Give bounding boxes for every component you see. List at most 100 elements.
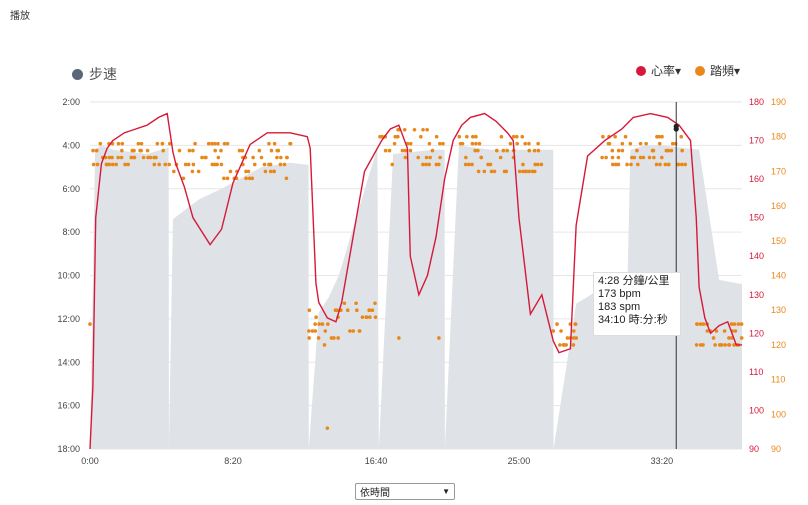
cadence-point bbox=[267, 141, 271, 146]
cadence-point bbox=[326, 322, 330, 326]
cadence-point bbox=[555, 322, 559, 326]
cadence-point bbox=[683, 162, 688, 167]
cadence-point bbox=[616, 155, 621, 160]
pace-tick-label: 12:00 bbox=[57, 314, 80, 324]
cadence-point bbox=[514, 134, 519, 139]
cadence-point bbox=[561, 343, 566, 347]
cadence-point bbox=[467, 162, 471, 167]
cadence-point bbox=[474, 134, 478, 139]
cadence-point bbox=[355, 308, 359, 313]
cadence-point bbox=[499, 134, 504, 139]
cadence-point bbox=[348, 329, 352, 333]
cadence-point bbox=[190, 169, 195, 174]
cadence-point bbox=[196, 169, 201, 174]
cadence-point bbox=[457, 134, 462, 139]
cadence-point bbox=[225, 141, 230, 146]
cadence-point bbox=[107, 155, 112, 160]
cadence-point bbox=[268, 169, 273, 174]
cadence-point bbox=[670, 141, 675, 146]
cadence-point bbox=[155, 141, 160, 146]
cadence-point bbox=[532, 148, 537, 153]
cadence-point bbox=[616, 162, 621, 167]
cadence-point bbox=[390, 162, 395, 167]
cadence-point bbox=[524, 169, 529, 174]
cadence-tick-label: 130 bbox=[771, 305, 786, 315]
cadence-point bbox=[272, 169, 276, 174]
cadence-point bbox=[505, 148, 510, 153]
cadence-point bbox=[91, 148, 95, 153]
cadence-point bbox=[240, 148, 245, 153]
cadence-point bbox=[225, 176, 230, 181]
cadence-point bbox=[438, 155, 442, 160]
cadence-point bbox=[714, 329, 719, 333]
cadence-point bbox=[246, 169, 251, 174]
cadence-point bbox=[400, 148, 405, 153]
cadence-point bbox=[424, 162, 428, 167]
cadence-point bbox=[317, 322, 321, 326]
cadence-point bbox=[402, 127, 407, 132]
cadence-point bbox=[161, 148, 165, 153]
cadence-point bbox=[551, 329, 556, 333]
cadence-point bbox=[630, 155, 634, 160]
chart-area[interactable]: 2:00 4:00 6:00 8:00 10:00 12:00 14:00 16:00 18:0… bbox=[0, 0, 808, 480]
cadence-point bbox=[252, 162, 257, 167]
cadence-point bbox=[193, 141, 197, 146]
cadence-point bbox=[421, 127, 425, 132]
cadence-point bbox=[632, 155, 637, 160]
cadence-point bbox=[307, 329, 311, 333]
pace-tick-label: 18:00 bbox=[57, 444, 80, 454]
hr-tick-label: 110 bbox=[749, 367, 763, 377]
cadence-point bbox=[732, 322, 737, 326]
cadence-point bbox=[515, 141, 519, 146]
cadence-point bbox=[120, 141, 125, 146]
cadence-point bbox=[95, 162, 100, 167]
cadence-point bbox=[628, 141, 633, 146]
cadence-legend-item[interactable]: 踏頻▾ bbox=[694, 62, 740, 79]
cadence-point bbox=[307, 336, 311, 340]
cadence-point bbox=[479, 155, 484, 160]
pace-tick-label: 14:00 bbox=[57, 357, 80, 367]
cadence-point bbox=[676, 162, 680, 167]
cadence-point bbox=[237, 148, 242, 153]
cadence-point bbox=[660, 134, 664, 139]
heart-rate-legend-label: 心率▾ bbox=[650, 64, 681, 78]
cadence-point bbox=[132, 155, 136, 160]
cadence-point bbox=[559, 329, 563, 333]
cadence-point bbox=[263, 169, 268, 174]
cadence-point bbox=[657, 141, 662, 146]
cadence-point bbox=[392, 141, 397, 146]
cadence-point bbox=[171, 169, 176, 174]
pace-legend-label: 步速 bbox=[89, 66, 117, 82]
cadence-point bbox=[103, 155, 108, 160]
cadence-point bbox=[216, 141, 220, 146]
cadence-point bbox=[419, 134, 423, 139]
cadence-point bbox=[247, 176, 252, 181]
cadence-tick-label: 170 bbox=[771, 166, 786, 176]
cadence-point bbox=[416, 155, 420, 160]
cadence-point bbox=[520, 134, 525, 139]
cadence-point bbox=[313, 322, 317, 326]
cadence-point bbox=[523, 141, 527, 146]
cadence-point bbox=[323, 329, 328, 333]
cadence-point bbox=[465, 134, 469, 139]
cadence-point bbox=[212, 141, 217, 146]
cadence-point bbox=[322, 343, 327, 347]
cadence-point bbox=[250, 176, 255, 181]
cadence-point bbox=[635, 148, 639, 153]
cadence-point bbox=[565, 336, 570, 340]
x-axis-mode-select[interactable]: 依時間 ▼ bbox=[355, 483, 455, 500]
cadence-point bbox=[403, 148, 408, 153]
chevron-down-icon: ▼ bbox=[442, 487, 450, 496]
cadence-point bbox=[616, 148, 621, 153]
cadence-point bbox=[424, 155, 429, 160]
cadence-point bbox=[222, 141, 227, 146]
tooltip-heart-rate: 173 bpm bbox=[598, 288, 641, 300]
heart-rate-legend-item[interactable]: 心率▾ bbox=[635, 62, 681, 79]
cadence-point bbox=[139, 141, 144, 146]
cadence-point bbox=[739, 322, 744, 326]
cadence-point bbox=[517, 169, 522, 174]
cadence-point bbox=[160, 141, 165, 146]
pace-legend: 步速 bbox=[72, 64, 117, 84]
cadence-point bbox=[498, 155, 503, 160]
cadence-point bbox=[136, 141, 141, 146]
